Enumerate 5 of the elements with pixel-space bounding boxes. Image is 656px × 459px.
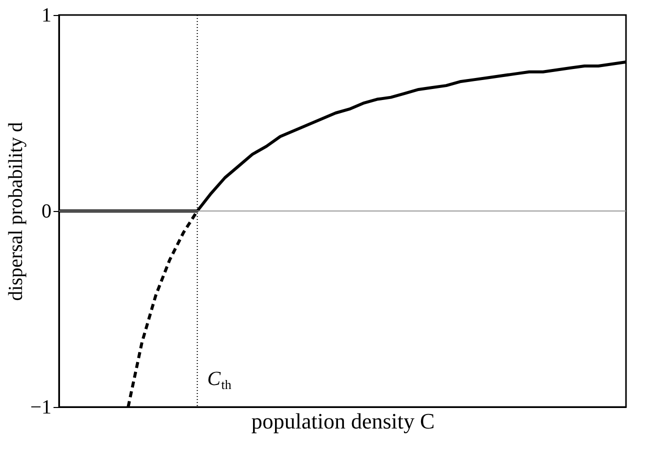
x-axis-title: population density C <box>251 408 435 434</box>
y-axis-title: dispersal probability d <box>5 122 28 301</box>
y-tick-label: 1 <box>42 4 52 26</box>
y-tick-label: −1 <box>30 396 52 418</box>
y-tick-label: 0 <box>42 200 52 222</box>
